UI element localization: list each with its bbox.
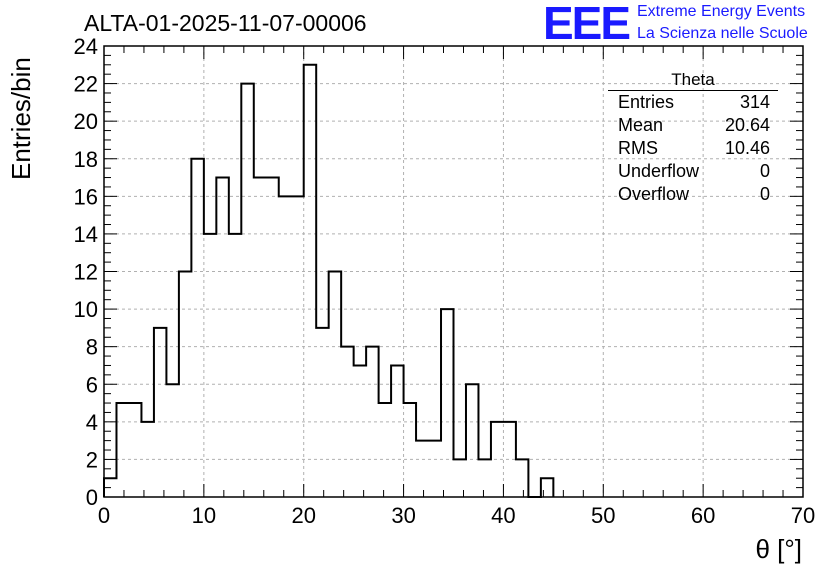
stats-label: Entries: [618, 92, 675, 112]
histogram-bin: [229, 234, 241, 497]
y-tick-label: 16: [74, 184, 98, 209]
stats-row-rms: RMS 10.46: [608, 137, 778, 160]
histogram-bin: [441, 309, 453, 497]
y-tick-label: 18: [74, 147, 98, 172]
y-tick-label: 24: [74, 34, 98, 59]
stats-row-overflow: Overflow 0: [608, 183, 778, 206]
stats-value: 0: [759, 184, 770, 204]
histogram-bin: [154, 328, 166, 497]
histogram-outline: [103, 63, 555, 498]
y-tick-label: 6: [86, 372, 98, 397]
stats-row-underflow: Underflow 0: [608, 160, 778, 183]
histogram-bin: [516, 459, 528, 497]
histogram-bin: [429, 441, 441, 497]
histogram-bin: [541, 478, 553, 497]
histogram-bin: [241, 84, 253, 497]
histogram-bin: [454, 459, 466, 497]
histogram-bin: [254, 178, 266, 497]
x-tick-label: 60: [691, 503, 715, 528]
histogram-bin: [316, 328, 328, 497]
x-tick-label: 40: [491, 503, 515, 528]
histogram-bin: [304, 65, 316, 497]
histogram-bin: [478, 459, 490, 497]
histogram-bin: [266, 178, 278, 497]
stats-box: Theta Entries 314 Mean 20.64 RMS 10.46 U…: [608, 70, 778, 206]
x-tick-label: 10: [192, 503, 216, 528]
x-tick-label: 30: [391, 503, 415, 528]
y-tick-label: 12: [74, 260, 98, 285]
y-tick-label: 20: [74, 109, 98, 134]
chart-title: ALTA-01-2025-11-07-00006: [84, 10, 367, 36]
histogram-bin: [204, 234, 216, 497]
x-tick-label: 20: [291, 503, 315, 528]
y-tick-label: 0: [86, 485, 98, 510]
histogram-bin: [416, 441, 428, 497]
stats-label: Mean: [618, 115, 664, 135]
plot-frame: [103, 45, 804, 498]
y-tick-label: 10: [74, 297, 98, 322]
y-tick-label: 4: [86, 410, 98, 435]
y-tick-label: 8: [86, 335, 98, 360]
eee-subtitle-line2: La Scienza nelle Scuole: [637, 25, 808, 42]
stats-value: 0: [759, 161, 770, 181]
stats-value: 314: [739, 92, 770, 112]
histogram-bin: [216, 178, 228, 497]
stats-label: Underflow: [618, 161, 700, 181]
eee-logo: EEE: [543, 0, 631, 49]
stats-value: 20.64: [724, 115, 770, 135]
stats-row-entries: Entries 314: [608, 91, 778, 114]
histogram-bin: [404, 403, 416, 497]
histogram-bin: [166, 384, 178, 497]
histogram-bin: [191, 159, 203, 497]
x-tick-label: 50: [591, 503, 615, 528]
histogram-bin: [391, 365, 403, 497]
stats-value: 10.46: [724, 138, 770, 158]
y-tick-label: 22: [74, 72, 98, 97]
y-tick-label: 14: [74, 222, 98, 247]
y-tick-label: 2: [86, 447, 98, 472]
histogram-bin: [466, 384, 478, 497]
histogram-bin: [354, 365, 366, 497]
histogram-bin: [129, 403, 141, 497]
stats-label: Overflow: [618, 184, 690, 204]
x-axis-label: θ [°]: [755, 534, 802, 564]
stats-label: RMS: [618, 138, 658, 158]
stats-title: Theta: [608, 70, 778, 91]
histogram-bin: [116, 403, 128, 497]
y-axis-label: Entries/bin: [6, 57, 36, 180]
histogram-bin: [379, 403, 391, 497]
eee-subtitle-line1: Extreme Energy Events: [637, 3, 806, 20]
x-tick-label: 0: [98, 503, 110, 528]
stats-row-mean: Mean 20.64: [608, 114, 778, 137]
x-tick-label: 70: [791, 503, 815, 528]
